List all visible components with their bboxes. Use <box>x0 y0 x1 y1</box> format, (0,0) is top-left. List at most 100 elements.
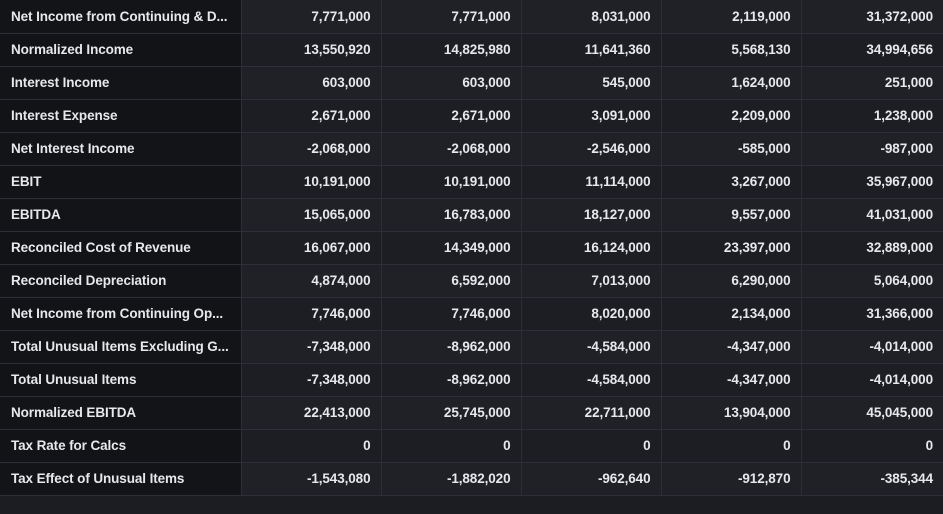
table-cell-value: 22,711,000 <box>521 396 662 430</box>
table-row[interactable]: Net Interest Income -2,068,000 -2,068,000-… <box>0 132 943 166</box>
table-row[interactable]: Net Income from Continuing & D... 7,771,0… <box>0 0 943 34</box>
table-cell-value: 16,067,000 <box>241 231 382 265</box>
table-cell-value: -385,344 <box>801 462 943 496</box>
table-cell-value: -2,546,000 <box>521 132 662 166</box>
table-cell-value: 6,592,000 <box>381 264 522 298</box>
table-cell-value: 31,372,000 <box>801 0 943 34</box>
table-cell-value: -1,882,020 <box>381 462 522 496</box>
table-cell-value: 23,397,000 <box>661 231 802 265</box>
table-cell-value: 8,031,000 <box>521 0 662 34</box>
table-cell-value: 4,874,000 <box>241 264 382 298</box>
table-cell-value: -585,000 <box>661 132 802 166</box>
row-label: Interest Expense <box>0 99 242 133</box>
table-cell-value: -7,348,000 <box>241 363 382 397</box>
row-label: Net Interest Income <box>0 132 242 166</box>
table-cell-value: 3,091,000 <box>521 99 662 133</box>
table-cell-value: 10,191,000 <box>381 165 522 199</box>
table-cell-value: -4,347,000 <box>661 330 802 364</box>
row-label: Tax Effect of Unusual Items <box>0 462 242 496</box>
financial-data-table: Net Income from Continuing & D... 7,771,0… <box>0 0 943 496</box>
table-cell-value: 3,267,000 <box>661 165 802 199</box>
table-cell-value: 22,413,000 <box>241 396 382 430</box>
row-label: Net Income from Continuing Op... <box>0 297 242 331</box>
table-cell-value: 1,624,000 <box>661 66 802 100</box>
table-row[interactable]: Interest Income 603,000 603,000 545,000 1,62… <box>0 66 943 100</box>
table-row[interactable]: EBIT 10,191,000 10,191,000 11,114,000 3,267,… <box>0 165 943 199</box>
table-cell-value: 2,119,000 <box>661 0 802 34</box>
table-cell-value: 9,557,000 <box>661 198 802 232</box>
table-row[interactable]: Total Unusual Items -7,348,000 -8,962,000-… <box>0 363 943 397</box>
table-cell-value: 45,045,000 <box>801 396 943 430</box>
table-cell-value: -2,068,000 <box>241 132 382 166</box>
table-cell-value: 251,000 <box>801 66 943 100</box>
table-cell-value: 545,000 <box>521 66 662 100</box>
row-label: Normalized Income <box>0 33 242 67</box>
table-row[interactable]: Net Income from Continuing Op... 7,746,00… <box>0 297 943 331</box>
table-cell-value: 7,771,000 <box>381 0 522 34</box>
row-label: Total Unusual Items <box>0 363 242 397</box>
table-cell-value: -4,347,000 <box>661 363 802 397</box>
table-row[interactable]: Tax Effect of Unusual Items -1,543,080 -1,… <box>0 462 943 496</box>
table-cell-value: 10,191,000 <box>241 165 382 199</box>
table-cell-value: 2,671,000 <box>241 99 382 133</box>
table-cell-value: 7,771,000 <box>241 0 382 34</box>
table-cell-value: 2,134,000 <box>661 297 802 331</box>
table-cell-value: 0 <box>521 429 662 463</box>
table-cell-value: 13,550,920 <box>241 33 382 67</box>
row-label: Tax Rate for Calcs <box>0 429 242 463</box>
table-cell-value: -2,068,000 <box>381 132 522 166</box>
table-cell-value: 15,065,000 <box>241 198 382 232</box>
table-cell-value: 14,349,000 <box>381 231 522 265</box>
table-cell-value: 5,568,130 <box>661 33 802 67</box>
table-cell-value: 603,000 <box>241 66 382 100</box>
table-cell-value: 6,290,000 <box>661 264 802 298</box>
table-cell-value: 5,064,000 <box>801 264 943 298</box>
row-label: Reconciled Cost of Revenue <box>0 231 242 265</box>
table-cell-value: 32,889,000 <box>801 231 943 265</box>
table-cell-value: 31,366,000 <box>801 297 943 331</box>
table-cell-value: 2,209,000 <box>661 99 802 133</box>
table-cell-value: 41,031,000 <box>801 198 943 232</box>
table-cell-value: -987,000 <box>801 132 943 166</box>
table-row[interactable]: Normalized Income 13,550,920 14,825,980 11,… <box>0 33 943 67</box>
table-cell-value: 16,783,000 <box>381 198 522 232</box>
table-row[interactable]: Interest Expense 2,671,000 2,671,000 3,091,… <box>0 99 943 133</box>
row-label: Total Unusual Items Excluding G... <box>0 330 242 364</box>
table-body: Net Income from Continuing & D... 7,771,0… <box>0 0 943 496</box>
table-cell-value: 7,746,000 <box>241 297 382 331</box>
table-row[interactable]: Total Unusual Items Excluding G... -7,348… <box>0 330 943 364</box>
table-cell-value: 14,825,980 <box>381 33 522 67</box>
table-row[interactable]: Reconciled Cost of Revenue 16,067,000 14,3… <box>0 231 943 265</box>
table-cell-value: 34,994,656 <box>801 33 943 67</box>
table-cell-value: -8,962,000 <box>381 330 522 364</box>
table-cell-value: 18,127,000 <box>521 198 662 232</box>
table-row[interactable]: Tax Rate for Calcs 0 0 0 0 0 <box>0 429 943 463</box>
table-cell-value: 13,904,000 <box>661 396 802 430</box>
table-row[interactable]: Reconciled Depreciation 4,874,000 6,592,00… <box>0 264 943 298</box>
table-cell-value: 0 <box>661 429 802 463</box>
table-cell-value: -912,870 <box>661 462 802 496</box>
table-cell-value: 25,745,000 <box>381 396 522 430</box>
table-cell-value: -8,962,000 <box>381 363 522 397</box>
table-cell-value: 7,746,000 <box>381 297 522 331</box>
row-label: Interest Income <box>0 66 242 100</box>
table-cell-value: 8,020,000 <box>521 297 662 331</box>
row-label: Net Income from Continuing & D... <box>0 0 242 34</box>
table-cell-value: 7,013,000 <box>521 264 662 298</box>
table-cell-value: -4,014,000 <box>801 363 943 397</box>
table-cell-value: 2,671,000 <box>381 99 522 133</box>
table-cell-value: 0 <box>801 429 943 463</box>
row-label: EBIT <box>0 165 242 199</box>
table-cell-value: -4,584,000 <box>521 363 662 397</box>
row-label: Reconciled Depreciation <box>0 264 242 298</box>
row-label: Normalized EBITDA <box>0 396 242 430</box>
table-cell-value: 11,641,360 <box>521 33 662 67</box>
table-row[interactable]: Normalized EBITDA 22,413,000 25,745,000 22,… <box>0 396 943 430</box>
table-row[interactable]: EBITDA 15,065,000 16,783,000 18,127,000 9,55… <box>0 198 943 232</box>
table-cell-value: -962,640 <box>521 462 662 496</box>
table-cell-value: -4,584,000 <box>521 330 662 364</box>
table-cell-value: 0 <box>241 429 382 463</box>
table-cell-value: 11,114,000 <box>521 165 662 199</box>
table-cell-value: 16,124,000 <box>521 231 662 265</box>
table-cell-value: 0 <box>381 429 522 463</box>
